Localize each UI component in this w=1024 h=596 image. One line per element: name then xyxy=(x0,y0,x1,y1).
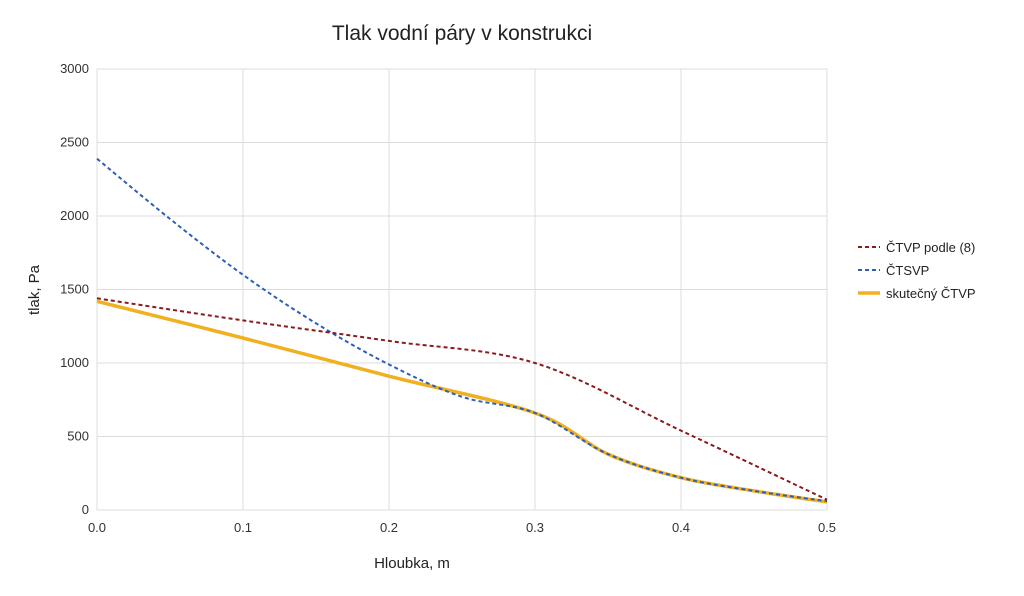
x-tick-label-4: 0.4 xyxy=(672,520,690,535)
y-tick-label-1: 500 xyxy=(67,429,89,444)
y-tick-label-5: 2500 xyxy=(60,135,89,150)
series-line-1 xyxy=(96,157,828,503)
grid xyxy=(96,68,828,511)
chart-title: Tlak vodní páry v konstrukci xyxy=(332,22,592,45)
x-tick-label-2: 0.2 xyxy=(380,520,398,535)
y-tick-label-0: 0 xyxy=(82,502,89,517)
x-tick-label-3: 0.3 xyxy=(526,520,544,535)
x-tick-label-0: 0.0 xyxy=(88,520,106,535)
x-tick-labels: 0.0 0.1 0.2 0.3 0.4 0.5 xyxy=(88,520,836,535)
series-line-0 xyxy=(96,297,828,501)
legend: ČTVP podle (8) ČTSVP skutečný ČTVP xyxy=(858,240,976,301)
legend-label-2: skutečný ČTVP xyxy=(886,286,976,301)
plot-lines xyxy=(96,157,828,504)
y-tick-label-2: 1000 xyxy=(60,355,89,370)
x-tick-label-1: 0.1 xyxy=(234,520,252,535)
y-tick-label-6: 3000 xyxy=(60,61,89,76)
series-line-2 xyxy=(96,299,828,504)
y-tick-label-4: 2000 xyxy=(60,208,89,223)
x-axis-label: Hloubka, m xyxy=(374,555,450,572)
legend-label-0: ČTVP podle (8) xyxy=(886,240,975,255)
y-axis-label: tlak, Pa xyxy=(26,264,43,315)
legend-label-1: ČTSVP xyxy=(886,263,929,278)
y-tick-labels: 0 500 1000 1500 2000 2500 3000 xyxy=(60,61,89,517)
x-tick-label-5: 0.5 xyxy=(818,520,836,535)
y-tick-label-3: 1500 xyxy=(60,282,89,297)
